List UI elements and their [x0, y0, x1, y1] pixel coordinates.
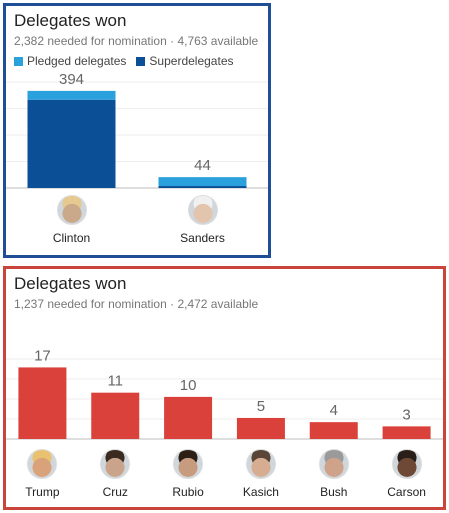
legend-swatch-super: [136, 56, 146, 66]
bar-bush: [309, 422, 358, 439]
bar-carson: [382, 426, 431, 439]
avatar: [27, 449, 58, 479]
candidate-name: Bush: [320, 485, 348, 499]
value-label-clinton: 394: [59, 71, 84, 88]
candidate-cruz: Cruz: [85, 449, 145, 499]
bar-sanders-superdelegates: [158, 186, 247, 188]
candidate-name: Cruz: [102, 485, 128, 499]
legend-label-pledged: Pledged delegates: [27, 54, 127, 68]
candidate-name: Trump: [25, 485, 60, 499]
rep-bar-chart: 17 11 10 5 4 3: [6, 347, 443, 440]
candidate-sanders: Sanders: [173, 195, 233, 245]
dem-bar-chart: 394 44: [6, 71, 268, 189]
bar-sanders-pledged-delegates: [158, 177, 247, 187]
value-label-carson: 3: [402, 406, 410, 423]
value-label-trump: 17: [34, 347, 51, 364]
avatar: [318, 449, 349, 479]
bar-cruz: [91, 392, 140, 439]
avatar: [245, 449, 276, 479]
value-label-bush: 4: [330, 402, 338, 419]
candidate-name: Rubio: [172, 485, 204, 499]
bar-rubio: [164, 396, 213, 439]
value-label-cruz: 11: [107, 373, 123, 390]
avatar: [173, 449, 204, 479]
avatar: [187, 195, 218, 225]
candidate-trump: Trump: [12, 449, 72, 499]
legend-label-super: Superdelegates: [149, 54, 234, 68]
value-label-rubio: 10: [180, 377, 197, 394]
candidate-name: Sanders: [180, 231, 225, 245]
avatar: [391, 449, 422, 479]
rep-delegates-panel: Delegates won 1,237 needed for nominatio…: [3, 266, 446, 510]
bar-clinton-pledged-delegates: [27, 90, 116, 100]
avatar: [100, 449, 131, 479]
candidate-kasich: Kasich: [231, 449, 291, 499]
candidate-clinton: Clinton: [42, 195, 102, 245]
bar-trump: [18, 367, 67, 439]
candidate-name: Kasich: [242, 485, 279, 499]
bar-clinton-superdelegates: [27, 99, 116, 188]
chart-legend: Pledged delegates Superdelegates: [14, 54, 234, 68]
bar-kasich: [236, 417, 285, 439]
chart-subtitle: 2,382 needed for nomination · 4,763 avai…: [14, 34, 259, 48]
value-label-kasich: 5: [257, 398, 265, 415]
candidate-name: Clinton: [52, 231, 91, 245]
candidate-name: Carson: [387, 485, 426, 499]
chart-title: Delegates won: [14, 11, 127, 30]
legend-item-pledged: Pledged delegates: [14, 54, 126, 68]
candidate-bush: Bush: [304, 449, 364, 499]
dem-delegates-panel: Delegates won 2,382 needed for nominatio…: [3, 3, 271, 258]
legend-item-super: Superdelegates: [136, 54, 234, 68]
value-label-sanders: 44: [194, 157, 211, 174]
chart-title: Delegates won: [14, 274, 127, 293]
avatar: [56, 195, 87, 225]
chart-subtitle: 1,237 needed for nomination · 2,472 avai…: [14, 297, 259, 311]
legend-swatch-pledged: [14, 56, 23, 66]
candidate-carson: Carson: [377, 449, 437, 499]
candidate-rubio: Rubio: [158, 449, 218, 499]
